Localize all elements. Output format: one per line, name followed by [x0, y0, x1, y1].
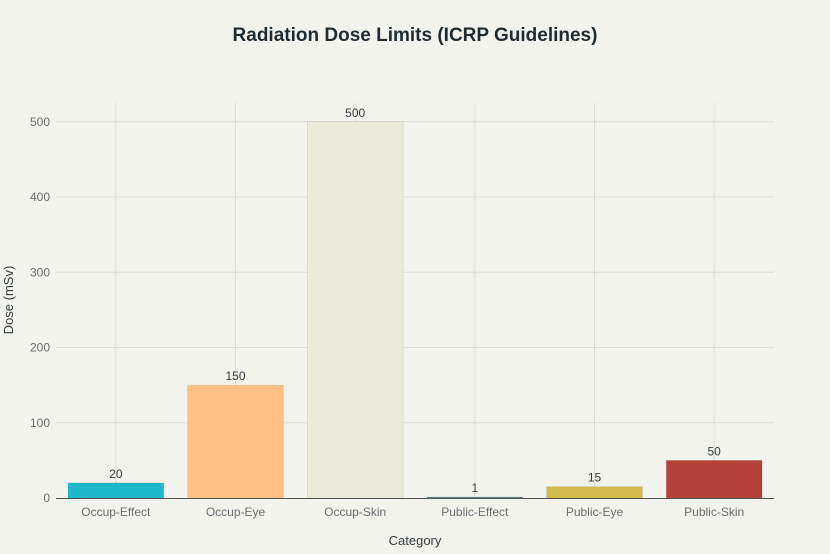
bar-public-skin[interactable]	[665, 460, 763, 499]
bar-data-label: 50	[707, 444, 721, 458]
x-tick-label: Public-Eye	[566, 505, 624, 519]
x-axis: Occup-Effect Occup-Eye Occup-Skin Public-Ef…	[56, 498, 774, 519]
y-tick-label: 0	[43, 491, 50, 505]
y-tick-label: 400	[30, 190, 50, 204]
x-tick-label: Public-Skin	[684, 505, 744, 519]
bar-data-label: 150	[225, 369, 245, 383]
bar-data-label: 1	[471, 481, 478, 495]
bar-data-label: 20	[109, 467, 123, 481]
grid	[56, 103, 774, 498]
bar-data-label: 15	[588, 471, 602, 485]
y-tick-label: 500	[30, 115, 50, 129]
x-tick-label: Occup-Effect	[81, 505, 151, 519]
y-tick-label: 300	[30, 265, 50, 279]
x-axis-title: Category	[389, 533, 442, 548]
x-tick-label: Occup-Skin	[324, 505, 386, 519]
bar-public-eye[interactable]	[546, 486, 643, 499]
bars: 20 150 500 1 15 50	[67, 106, 763, 499]
y-tick-label: 100	[30, 416, 50, 430]
x-tick-label: Public-Effect	[441, 505, 509, 519]
y-axis: 0 100 200 300 400 500	[30, 115, 50, 505]
bar-occup-eye[interactable]	[187, 384, 284, 499]
x-tick-label: Occup-Eye	[206, 505, 266, 519]
y-axis-title: Dose (mSv)	[1, 266, 16, 335]
bar-occup-skin[interactable]	[306, 121, 404, 499]
bar-public-effect[interactable]	[426, 496, 524, 499]
chart-title: Radiation Dose Limits (ICRP Guidelines)	[233, 25, 598, 46]
y-tick-label: 200	[30, 341, 50, 355]
bar-data-label: 500	[345, 106, 365, 120]
bar-occup-effect[interactable]	[67, 482, 164, 499]
